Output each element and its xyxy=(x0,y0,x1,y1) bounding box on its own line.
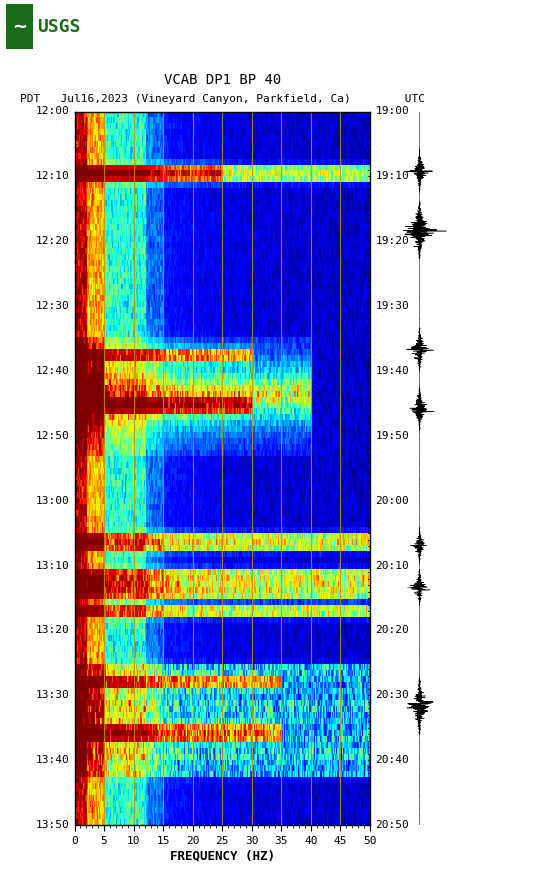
Text: VCAB DP1 BP 40: VCAB DP1 BP 40 xyxy=(163,72,281,87)
Text: 12:40: 12:40 xyxy=(35,366,69,376)
Text: 19:40: 19:40 xyxy=(375,366,409,376)
Text: ~: ~ xyxy=(12,18,27,36)
Text: 13:00: 13:00 xyxy=(35,496,69,506)
Text: 13:10: 13:10 xyxy=(35,560,69,571)
Text: 13:30: 13:30 xyxy=(35,690,69,700)
Text: 19:10: 19:10 xyxy=(375,171,409,181)
Bar xyxy=(6,4,33,49)
X-axis label: FREQUENCY (HZ): FREQUENCY (HZ) xyxy=(169,850,275,863)
Text: PDT   Jul16,2023 (Vineyard Canyon, Parkfield, Ca)        UTC: PDT Jul16,2023 (Vineyard Canyon, Parkfie… xyxy=(20,95,424,104)
Text: 20:50: 20:50 xyxy=(375,820,409,830)
Text: 12:00: 12:00 xyxy=(35,106,69,117)
Text: 13:20: 13:20 xyxy=(35,625,69,635)
Text: 12:10: 12:10 xyxy=(35,171,69,181)
Text: 19:50: 19:50 xyxy=(375,431,409,441)
Text: 20:20: 20:20 xyxy=(375,625,409,635)
Text: USGS: USGS xyxy=(38,18,81,36)
Text: 13:40: 13:40 xyxy=(35,756,69,765)
Text: 20:10: 20:10 xyxy=(375,560,409,571)
Text: 12:20: 12:20 xyxy=(35,236,69,246)
Text: 20:40: 20:40 xyxy=(375,756,409,765)
Text: 19:00: 19:00 xyxy=(375,106,409,117)
Text: 19:20: 19:20 xyxy=(375,236,409,246)
Text: 12:30: 12:30 xyxy=(35,301,69,311)
Text: 19:30: 19:30 xyxy=(375,301,409,311)
Text: 20:00: 20:00 xyxy=(375,496,409,506)
Text: 20:30: 20:30 xyxy=(375,690,409,700)
Text: 12:50: 12:50 xyxy=(35,431,69,441)
Text: 13:50: 13:50 xyxy=(35,820,69,830)
